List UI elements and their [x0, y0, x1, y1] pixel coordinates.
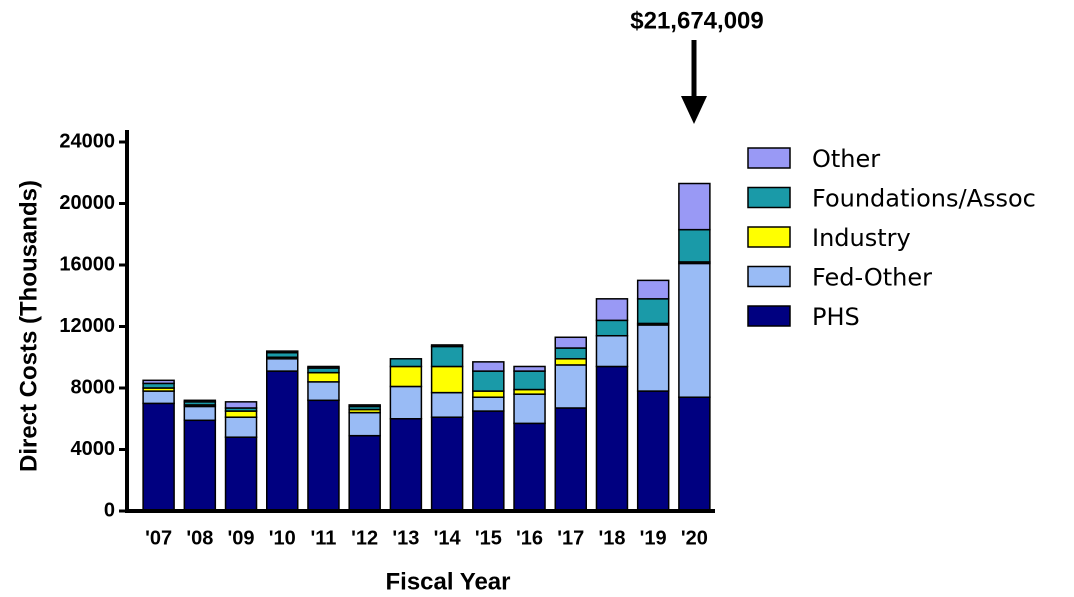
bar-segment	[266, 370, 299, 512]
bar-segment	[266, 358, 299, 372]
legend-swatch	[747, 147, 791, 169]
x-tick-label: '18	[598, 527, 625, 549]
bar-segment	[554, 347, 587, 360]
x-tick-label: '12	[351, 527, 378, 549]
legend-label: Foundations/Assoc	[812, 185, 1036, 213]
x-tick-label: '13	[392, 527, 419, 549]
bar-segment	[142, 390, 175, 405]
y-tick-label: 16000	[59, 253, 115, 275]
bar-segment	[513, 422, 546, 512]
x-tick-label: '09	[228, 527, 255, 549]
legend-swatch	[747, 186, 791, 209]
bar-segment	[142, 402, 175, 512]
bar-segment	[595, 298, 629, 322]
legend-label: Industry	[812, 224, 911, 252]
legend-label: PHS	[812, 303, 860, 331]
bar-segment	[348, 434, 381, 512]
y-axis-label: Direct Costs (Thousands)	[15, 180, 42, 472]
x-axis-label: Fiscal Year	[386, 568, 511, 595]
bar-segment	[472, 361, 505, 372]
bar-segment	[554, 336, 587, 349]
bar-segment	[389, 365, 423, 388]
bar-segment	[554, 358, 587, 366]
bar-segment	[678, 262, 711, 398]
bar-segment	[224, 416, 258, 438]
x-tick-label: '17	[557, 527, 584, 549]
bar-segment	[472, 410, 505, 512]
bar-segment	[554, 364, 587, 409]
bar-segment	[430, 365, 464, 394]
bar-segment	[636, 279, 670, 300]
bar-segment	[678, 396, 711, 512]
bar-segment	[224, 410, 258, 418]
bar-segment	[595, 319, 629, 337]
bar-segment	[636, 390, 670, 512]
bar-segment	[513, 365, 546, 372]
bar-segment	[307, 381, 340, 402]
bar-segment	[307, 399, 340, 512]
bar-segment	[430, 391, 464, 418]
bar-segment	[678, 182, 711, 231]
x-tick-label: '15	[475, 527, 502, 549]
bar-segment	[389, 385, 423, 420]
bar-segment	[348, 404, 381, 408]
x-tick-label: '19	[640, 527, 667, 549]
x-tick-label: '08	[186, 527, 213, 549]
bar-segment	[430, 416, 464, 512]
bar-segment	[595, 334, 629, 368]
bar-segment	[513, 370, 546, 391]
legend-label: Other	[812, 145, 880, 173]
x-tick-label: '14	[434, 527, 462, 549]
bar-segment	[224, 436, 258, 512]
bar-segment	[595, 365, 629, 512]
x-tick-label: '16	[516, 527, 543, 549]
y-tick-label: 4000	[71, 438, 116, 460]
bar-segment	[472, 390, 505, 398]
bar-segment	[307, 371, 340, 383]
x-tick-label: '07	[145, 527, 172, 549]
x-tick-label: '11	[311, 527, 337, 549]
annotation-arrowhead	[681, 96, 707, 124]
bar-segment	[348, 411, 381, 437]
bar-segment	[389, 418, 423, 512]
bar-segment	[636, 298, 670, 325]
bar-segment	[224, 401, 258, 409]
bar-segment	[430, 344, 464, 348]
bar-segment	[472, 396, 505, 412]
y-tick-label: 20000	[59, 192, 115, 214]
bar-segment	[183, 399, 217, 403]
annotation: $21,674,009	[630, 7, 763, 34]
x-tick-label: '20	[681, 527, 708, 549]
bar-segment	[183, 405, 217, 422]
y-tick-label: 0	[104, 499, 115, 521]
bar-segment	[678, 228, 711, 263]
x-tick-label: '10	[269, 527, 296, 549]
legend-label: Fed-Other	[812, 264, 932, 292]
bar-segment	[513, 393, 546, 425]
bar-segment	[183, 419, 217, 512]
legend-swatch	[747, 226, 791, 248]
y-tick-label: 24000	[59, 130, 115, 152]
bar-segment	[554, 407, 587, 512]
y-tick-label: 8000	[71, 376, 116, 398]
bar-segment	[636, 324, 670, 392]
bar-segment	[389, 358, 423, 368]
bar-segment	[430, 345, 464, 368]
bar-segment	[472, 370, 505, 392]
legend-swatch	[747, 305, 791, 327]
bar-segment	[142, 379, 175, 385]
y-tick-label: 12000	[59, 315, 115, 337]
bar-segment	[266, 350, 299, 354]
bar-segment	[307, 365, 340, 369]
legend-swatch	[747, 265, 791, 288]
